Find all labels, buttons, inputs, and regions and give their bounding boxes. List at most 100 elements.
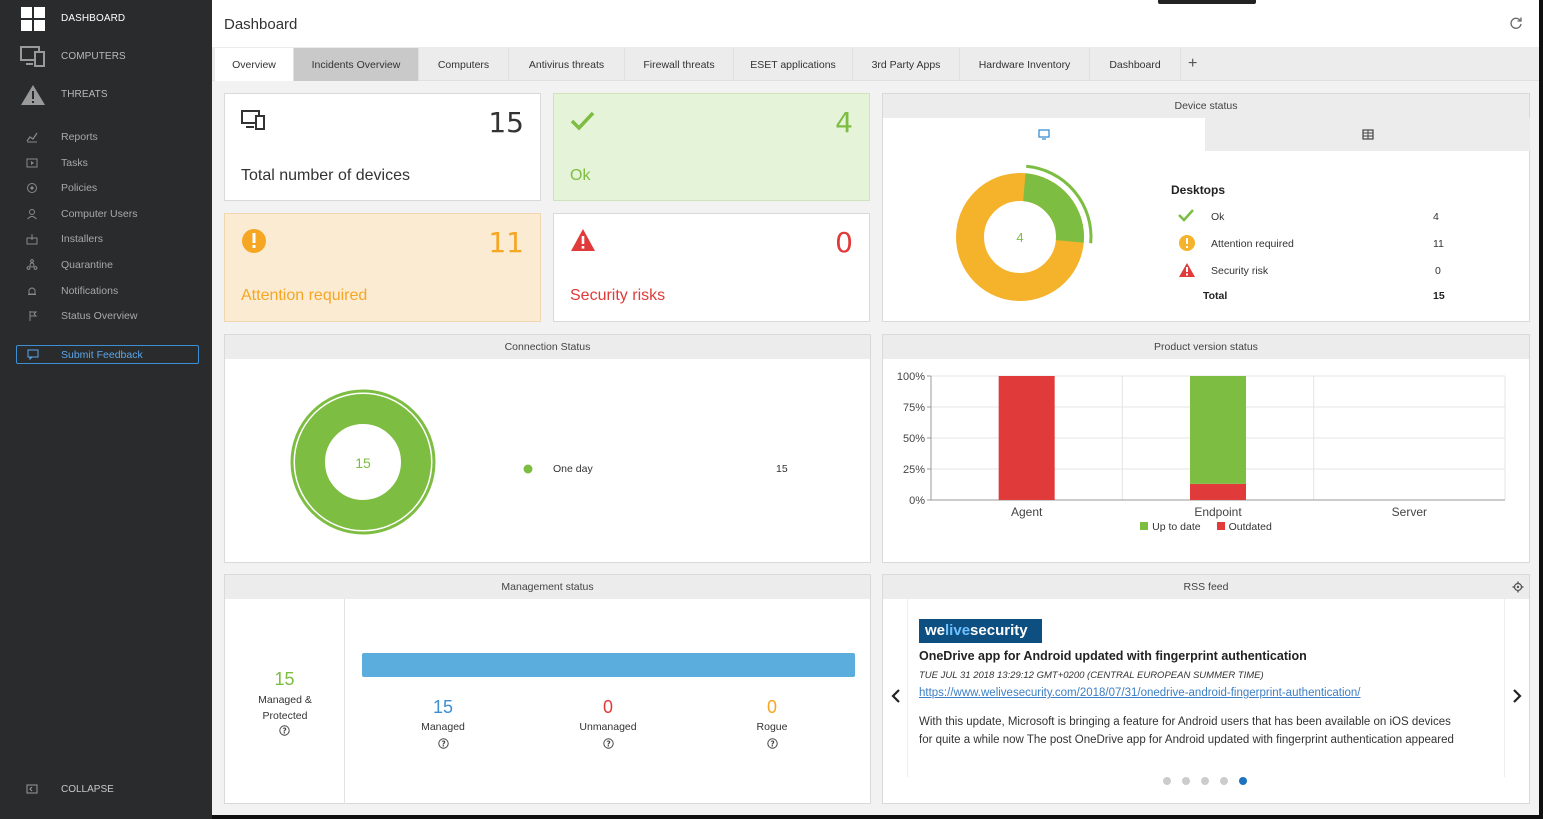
carousel-dot-active[interactable] [1239,777,1247,785]
legend-swatch [1216,522,1225,530]
tab-firewall-threats[interactable]: Firewall threats [625,48,734,81]
tab-incidents-overview[interactable]: Incidents Overview [294,48,419,81]
feedback-icon [27,349,39,360]
sidebar-item-label: Computer Users [61,208,138,220]
user-icon [27,209,37,220]
product-version-panel: Product version status 100% 75% 50% 25% 0% Ag… [882,334,1530,563]
tab-antivirus-threats[interactable]: Antivirus threats [509,48,625,81]
status-icon [29,311,38,321]
sidebar-item-notifications[interactable]: Notifications [0,279,212,303]
sidebar-item-tasks[interactable]: Tasks [0,151,212,175]
device-row-value: 4 [1433,211,1439,223]
connection-donut-chart: 15 [290,389,436,535]
rss-headline[interactable]: OneDrive app for Android updated with fi… [919,649,1307,663]
kpi-ok[interactable]: 4 Ok [553,93,870,201]
carousel-dots [1163,777,1253,787]
unmanaged-value: 0 [602,697,613,717]
sidebar-item-installers[interactable]: Installers [0,227,212,251]
sidebar-item-policies[interactable]: Policies [0,176,212,200]
page-title: Dashboard [224,16,298,33]
managed-protected-label: Managed & Protected [258,694,312,722]
policies-icon [27,183,37,193]
tab-dashboard[interactable]: Dashboard [1090,48,1181,81]
legend-label: Outdated [1228,521,1272,533]
sidebar: DASHBOARD COMPUTERS THREATS Reports Task… [0,0,212,819]
refresh-icon[interactable] [1509,16,1523,30]
chevron-right-icon[interactable] [1512,689,1522,703]
installer-icon [26,234,38,245]
tab-overview[interactable]: Overview [215,48,294,81]
sidebar-item-label: Policies [61,182,98,194]
device-row-label: Attention required [1211,238,1294,250]
device-tab-table[interactable] [1205,118,1530,151]
device-total-value: 15 [1433,290,1445,302]
rss-link[interactable]: https://www.welivesecurity.com/2018/07/3… [919,687,1361,699]
exclamation-circle-icon [1179,235,1195,251]
kpi-total-devices[interactable]: 15 Total number of devices [224,93,541,201]
x-tick-label: Endpoint [1194,505,1242,519]
collapse-button[interactable]: COLLAPSE [0,779,212,801]
rogue-value: 0 [766,697,777,717]
device-row-value: 11 [1433,238,1444,250]
devices-icon [241,110,265,130]
sidebar-item-label: Quarantine [61,259,113,271]
y-tick-label: 50% [903,433,925,445]
help-icon[interactable]: ? [438,738,449,749]
tab-3rd-party-apps[interactable]: 3rd Party Apps [853,48,960,81]
help-icon[interactable]: ? [603,738,614,749]
carousel-dot[interactable] [1163,777,1171,785]
device-row-label: Security risk [1211,265,1269,277]
kpi-ok-value: 4 [835,106,853,139]
panel-title: Product version status [883,335,1529,359]
nav-dashboard[interactable]: DASHBOARD [0,0,212,38]
panel-title: Connection Status [225,335,870,359]
y-tick-label: 0% [909,495,925,507]
help-icon[interactable]: ? [279,725,290,736]
managed-protected-value: 15 [274,669,295,689]
kpi-attention[interactable]: 11 Attention required [224,213,541,322]
nav-threats[interactable]: THREATS [0,76,212,114]
donut-ok-highlight [1026,164,1093,244]
nav-computers[interactable]: COMPUTERS [0,38,212,76]
submit-feedback-label: Submit Feedback [61,349,143,361]
collapse-icon [26,784,38,794]
chevron-left-icon[interactable] [891,689,901,703]
bar-outdated [1190,483,1246,500]
sidebar-item-quarantine[interactable]: Quarantine [0,253,212,277]
carousel-dot[interactable] [1220,777,1228,785]
legend-item-up-to-date: Up to date [1140,521,1201,537]
management-status-panel: Management status 15 Managed & Protected… [224,574,871,804]
kpi-security-risks[interactable]: 0 Security risks [553,213,870,322]
tab-eset-applications[interactable]: ESET applications [734,48,853,81]
sidebar-item-label: Reports [61,131,98,143]
logo-part: security [970,622,1028,639]
managed-progress-bar [362,653,855,677]
x-tick-label: Agent [1011,505,1043,519]
sidebar-item-status-overview[interactable]: Status Overview [0,304,212,328]
divider [344,599,345,804]
add-tab-button[interactable]: + [1188,55,1198,72]
kpi-risks-value: 0 [835,226,853,259]
tab-computers[interactable]: Computers [419,48,509,81]
carousel-dot[interactable] [1201,777,1209,785]
sidebar-item-computer-users[interactable]: Computer Users [0,202,212,226]
main-content: Dashboard Overview Incidents Overview Co… [212,0,1539,815]
tab-hardware-inventory[interactable]: Hardware Inventory [960,48,1090,81]
nav-dashboard-label: DASHBOARD [61,13,126,24]
help-icon[interactable]: ? [767,738,778,749]
carousel-dot[interactable] [1182,777,1190,785]
gear-icon[interactable] [1512,581,1524,593]
checkmark-icon [570,111,595,131]
window-edge [212,815,1543,819]
sidebar-item-reports[interactable]: Reports [0,125,212,149]
table-icon [1362,129,1374,140]
legend-dot-icon [523,464,533,474]
submit-feedback-button[interactable]: Submit Feedback [16,345,199,364]
check-icon [1178,209,1194,222]
sidebar-item-label: Tasks [61,157,88,169]
svg-text:?: ? [606,739,610,748]
kpi-attention-label: Attention required [241,287,368,304]
device-tab-chart[interactable] [883,118,1205,151]
collapse-label: COLLAPSE [61,784,114,795]
